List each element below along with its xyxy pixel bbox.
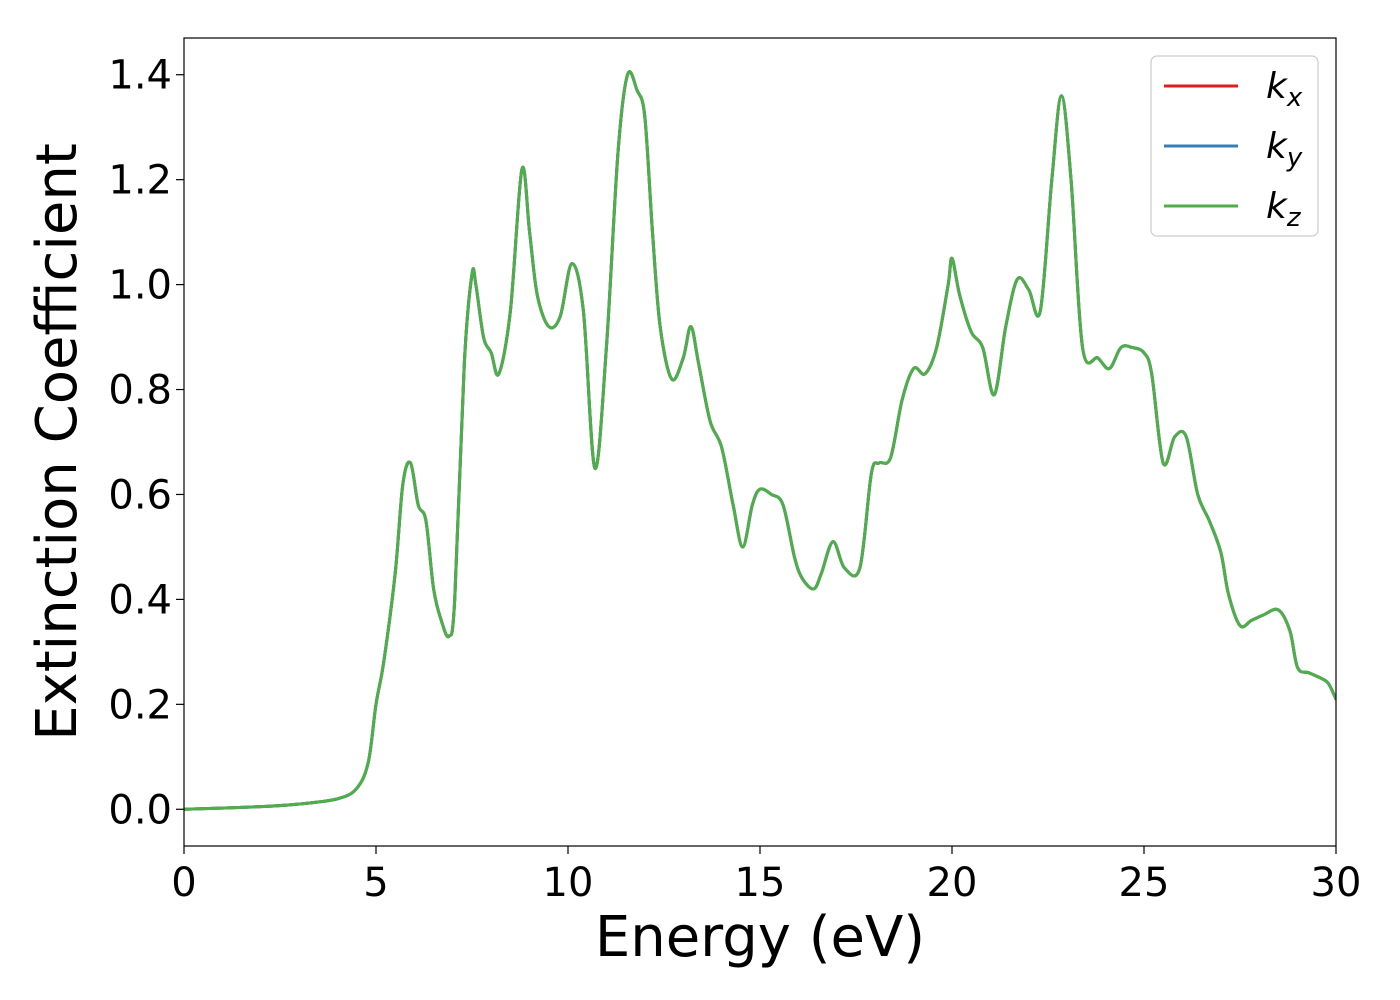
x-tick-label: 10 bbox=[543, 860, 594, 906]
y-tick-label: 0.0 bbox=[108, 787, 172, 833]
x-tick-label: 25 bbox=[1119, 860, 1170, 906]
y-tick-label: 1.4 bbox=[108, 53, 172, 99]
y-axis-label: Extinction Coefficient bbox=[25, 143, 90, 741]
legend-entry-label: ky bbox=[1266, 126, 1303, 173]
legend-entry-label: kz bbox=[1266, 186, 1302, 233]
series-line-kz bbox=[184, 70, 1336, 811]
y-tick-label: 0.8 bbox=[108, 368, 172, 414]
x-tick-label: 5 bbox=[363, 860, 388, 906]
y-axis: 0.0 0.2 0.4 0.6 0.8 1.0 1.2 1.4 bbox=[108, 53, 184, 833]
legend-entry-label: kx bbox=[1266, 66, 1303, 113]
x-tick-label: 30 bbox=[1311, 860, 1362, 906]
x-tick-label: 0 bbox=[171, 860, 196, 906]
y-tick-label: 0.4 bbox=[108, 577, 172, 623]
legend: kx ky kz bbox=[1150, 55, 1319, 237]
y-tick-label: 1.2 bbox=[108, 158, 172, 204]
x-axis: 0 5 10 15 20 25 30 bbox=[171, 846, 1361, 906]
x-tick-label: 20 bbox=[927, 860, 978, 906]
y-tick-label: 1.0 bbox=[108, 263, 172, 309]
series-layer bbox=[184, 70, 1336, 811]
x-tick-label: 15 bbox=[735, 860, 786, 906]
y-tick-label: 0.6 bbox=[108, 472, 172, 518]
x-axis-label: Energy (eV) bbox=[595, 905, 925, 970]
y-tick-label: 0.2 bbox=[108, 682, 172, 728]
